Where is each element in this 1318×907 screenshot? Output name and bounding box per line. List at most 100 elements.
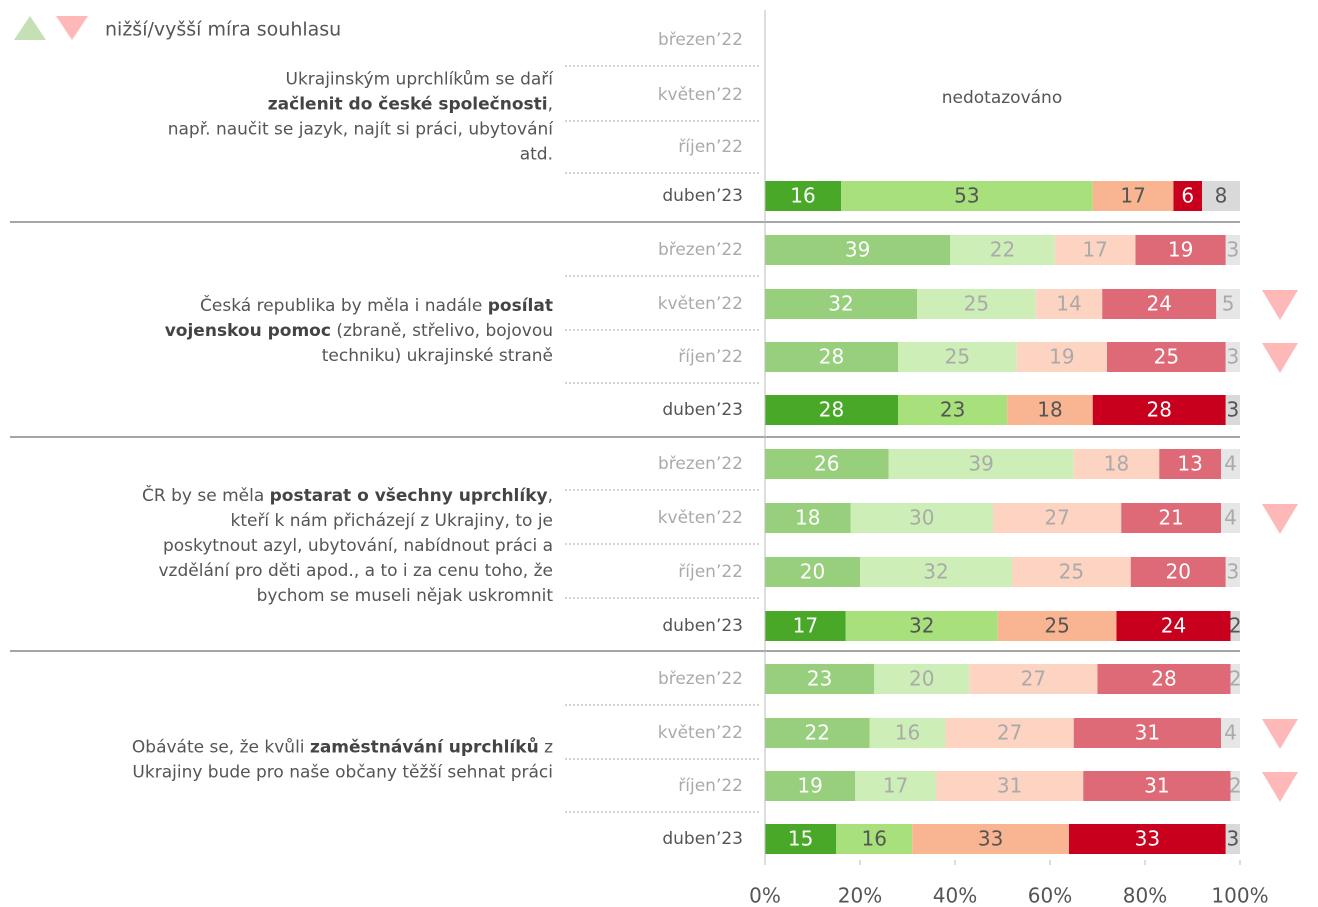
value-label: 3 — [1227, 827, 1240, 851]
period-label: říjen’22 — [678, 776, 743, 796]
period-label: březen’22 — [658, 454, 743, 474]
annotation: nedotazováno — [942, 88, 1063, 108]
bar-segment — [855, 771, 936, 801]
value-label: 39 — [968, 452, 993, 476]
x-tick-label: 20% — [838, 884, 882, 907]
value-label: 33 — [978, 827, 1003, 851]
bar-segment — [936, 771, 1084, 801]
value-label: 15 — [788, 827, 813, 851]
value-label: 8 — [1215, 184, 1228, 208]
question-text: Ukrajiny bude pro naše občany těžší sehn… — [132, 763, 553, 783]
bar-segment — [765, 289, 917, 319]
value-label: 31 — [997, 774, 1022, 798]
x-tick-label: 80% — [1123, 884, 1167, 907]
bar-segment — [765, 503, 851, 533]
value-label: 25 — [964, 292, 989, 316]
value-label: 31 — [1135, 721, 1160, 745]
question-part: Ukrajiny bude pro naše občany těžší sehn… — [132, 763, 553, 783]
bar-segment — [888, 449, 1074, 479]
question-text: Obáváte se, že kvůli zaměstnávání uprchl… — [132, 736, 553, 758]
value-label: 13 — [1177, 452, 1202, 476]
bar-segment — [874, 664, 970, 694]
question-text: např. naučit se jazyk, najít si práci, u… — [168, 120, 555, 140]
value-label: 30 — [909, 506, 934, 530]
period-label: říjen’22 — [678, 562, 743, 582]
bar-segment — [1221, 503, 1240, 533]
period-label: květen’22 — [658, 85, 743, 105]
bar-segment — [1083, 771, 1231, 801]
value-label: 3 — [1227, 238, 1240, 262]
bar-segment — [869, 718, 946, 748]
value-label: 18 — [1037, 398, 1062, 422]
bar-segment — [1016, 342, 1107, 372]
value-label: 2 — [1229, 667, 1242, 691]
question-text: poskytnout azyl, ubytování, nabídnout pr… — [163, 536, 553, 556]
value-label: 22 — [805, 721, 830, 745]
question-text: kteří k nám přicházejí z Ukrajiny, to je — [230, 511, 553, 531]
bar-segment — [845, 611, 998, 641]
value-label: 26 — [814, 452, 839, 476]
bar-segment — [841, 181, 1093, 211]
period-label: duben’23 — [662, 400, 743, 420]
bar-segment — [1069, 824, 1226, 854]
value-label: 27 — [1021, 667, 1046, 691]
value-label: 24 — [1147, 292, 1172, 316]
value-label: 23 — [940, 398, 965, 422]
period-label: březen’22 — [658, 30, 743, 50]
period-label: říjen’22 — [678, 347, 743, 367]
legend-down-icon — [56, 16, 88, 40]
question-part: poskytnout azyl, ubytování, nabídnout pr… — [163, 536, 553, 556]
value-label: 3 — [1227, 560, 1240, 584]
bar-segment — [1230, 664, 1240, 694]
question-part: posílat — [488, 296, 553, 316]
bar-segment — [969, 664, 1098, 694]
value-label: 21 — [1158, 506, 1183, 530]
period-label: květen’22 — [658, 723, 743, 743]
question-text: bychom se museli nějak uskromnit — [257, 586, 554, 606]
bar-segment — [765, 771, 856, 801]
value-label: 17 — [883, 774, 908, 798]
bar-segment — [1054, 235, 1136, 265]
question-text: začlenit do české společnosti, — [268, 95, 553, 115]
question-part: postarat o všechny uprchlíky — [270, 486, 548, 506]
question-part: např. naučit se jazyk, najít si práci, u… — [168, 120, 555, 140]
value-label: 39 — [845, 238, 870, 262]
bar-segment — [860, 557, 1012, 587]
value-label: 53 — [954, 184, 979, 208]
value-label: 16 — [862, 827, 887, 851]
bar-segment — [1092, 395, 1226, 425]
value-label: 27 — [997, 721, 1022, 745]
bar-segment — [950, 235, 1055, 265]
value-label: 25 — [1044, 614, 1069, 638]
value-label: 25 — [945, 345, 970, 369]
value-label: 16 — [790, 184, 815, 208]
value-label: 28 — [1151, 667, 1176, 691]
x-tick-label: 0% — [749, 884, 781, 907]
x-tick-label: 40% — [933, 884, 977, 907]
change-marker — [1262, 504, 1298, 534]
value-label: 18 — [1104, 452, 1129, 476]
value-label: 17 — [1082, 238, 1107, 262]
period-label: březen’22 — [658, 240, 743, 260]
bar-segment — [1102, 289, 1217, 319]
value-label: 24 — [1161, 614, 1186, 638]
period-label: říjen’22 — [678, 137, 743, 157]
question-text: Česká republika by měla i nadále posílat — [200, 294, 553, 316]
value-label: 2 — [1229, 774, 1242, 798]
question-part: vojenskou pomoc — [165, 321, 331, 341]
bar-segment — [850, 503, 993, 533]
bar-segment — [765, 395, 898, 425]
period-label: duben’23 — [662, 616, 743, 636]
bar-segment — [1116, 611, 1231, 641]
question-part: techniku) ukrajinské straně — [322, 346, 553, 366]
bar-segment — [765, 824, 837, 854]
change-marker — [1262, 290, 1298, 320]
question-part: začlenit do české společnosti — [268, 95, 548, 115]
bar-segment — [1092, 181, 1174, 211]
period-label: květen’22 — [658, 508, 743, 528]
value-label: 27 — [1044, 506, 1069, 530]
bar-segment — [1230, 611, 1240, 641]
bar-segment — [1221, 718, 1240, 748]
bar-segment — [765, 557, 860, 587]
